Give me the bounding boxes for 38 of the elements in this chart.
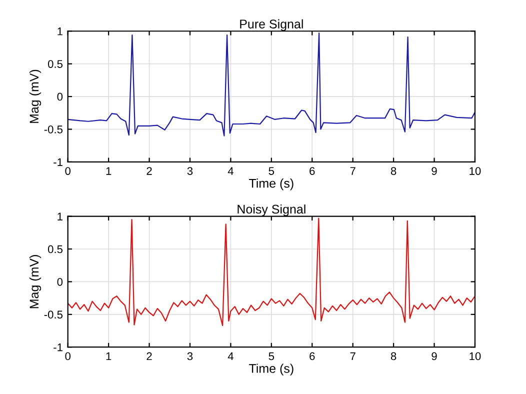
y-tick-label: 1 [58,28,62,36]
x-tick-label: 6 [310,167,315,175]
x-tick-label: 9 [432,167,437,175]
y-tick-label: 0 [57,92,63,101]
chart-title: Pure Signal [240,19,303,31]
y-tick-label: -0.5 [44,310,63,319]
x-tick-label: 4 [228,167,234,175]
x-tick-label: 0 [65,167,71,175]
x-tick-label: 7 [350,167,356,175]
x-axis-title: Time (s) [249,178,294,190]
x-tick-label: 8 [390,167,396,175]
y-tick-label: 0.5 [48,245,63,254]
x-tick-label: 7 [350,352,356,360]
x-tick-label: 10 [470,167,481,175]
y-axis-title: Mag (mV) [29,255,42,308]
x-tick-label: 0 [65,352,71,360]
x-tick-label: 10 [470,352,481,360]
x-tick-label: 5 [268,352,274,360]
x-tick-label: 1 [106,167,112,175]
x-tick-label: 4 [228,352,234,360]
x-tick-label: 2 [146,167,152,175]
x-tick-label: 3 [187,352,193,360]
x-tick-label: 2 [146,352,152,360]
y-tick-label: -1 [54,158,62,166]
x-tick-label: 3 [187,167,193,175]
y-tick-label: -1 [54,343,62,352]
x-tick-label: 8 [390,352,396,360]
x-tick-label: 6 [310,352,315,360]
x-tick-label: 5 [268,167,274,175]
y-tick-label: -0.5 [44,126,63,134]
chart-title: Noisy Signal [238,204,306,216]
x-axis-title: Time (s) [249,364,294,376]
y-tick-label: 0.5 [48,60,63,68]
y-tick-label: 1 [58,212,62,220]
x-tick-label: 9 [432,352,437,360]
x-tick-label: 1 [106,352,112,360]
y-tick-label: 0 [57,278,63,286]
y-axis-title: Mag (mV) [29,70,42,123]
